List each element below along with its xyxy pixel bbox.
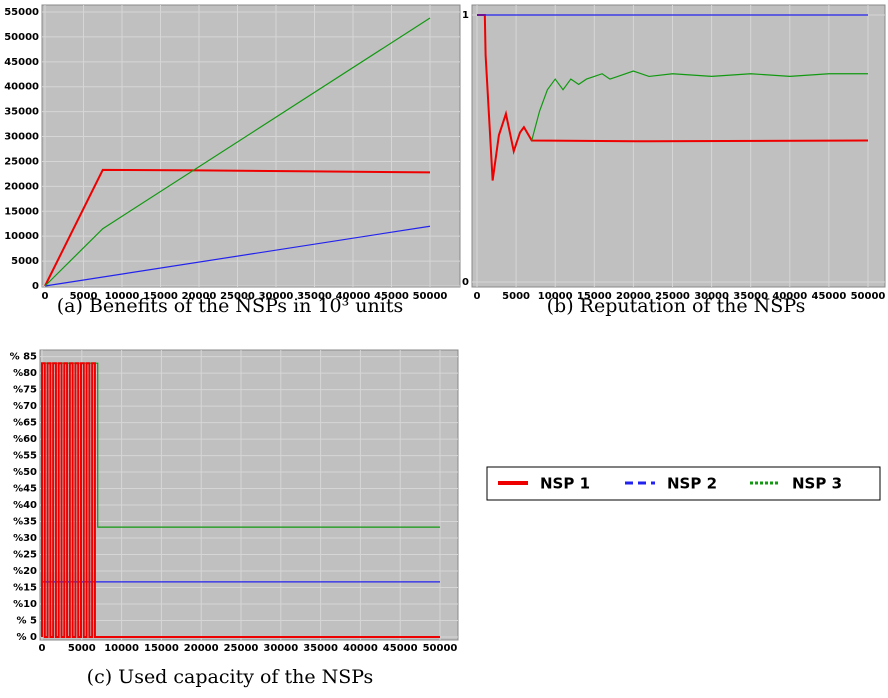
caption: (b) Reputation of the NSPs [547,295,806,317]
y-tick-label: %75 [13,385,37,396]
y-tick-label: %50 [13,467,37,478]
x-tick-label: 25000 [220,291,255,302]
x-tick-label: 5000 [502,291,530,302]
series-line [477,14,869,181]
y-tick-label: %65 [13,418,37,429]
x-tick-label: 50000 [423,643,458,654]
x-tick-label: 40000 [336,291,371,302]
series-line [531,70,868,141]
y-tick-label: %20 [13,566,37,577]
y-tick-label: % 5 [17,616,38,627]
caption: (a) Benefits of the NSPs in 10³ units [57,295,403,317]
y-tick-label: % 0 [17,632,38,643]
y-tick-label: 1 [462,10,469,21]
x-tick-label: 25000 [224,643,259,654]
legend-label: NSP 1 [540,475,590,493]
x-tick-label: 20000 [182,291,217,302]
x-tick-label: 20000 [616,291,651,302]
x-tick-label: 10000 [538,291,573,302]
x-tick-label: 35000 [733,291,768,302]
x-tick-label: 15000 [143,291,178,302]
x-tick-label: 45000 [383,643,418,654]
x-tick-label: 40000 [343,643,378,654]
y-tick-label: 20000 [4,181,39,192]
x-tick-label: 50000 [413,291,448,302]
y-tick-label: %60 [13,434,37,445]
y-tick-label: %30 [13,533,37,544]
y-tick-label: 30000 [4,132,39,143]
plot-area [39,349,459,641]
x-tick-label: 15000 [577,291,612,302]
y-tick-label: % 85 [10,352,37,363]
x-tick-label: 30000 [259,291,294,302]
x-tick-label: 10000 [104,643,139,654]
x-tick-label: 35000 [303,643,338,654]
x-tick-label: 5000 [70,291,98,302]
x-tick-label: 50000 [851,291,886,302]
x-tick-label: 45000 [812,291,847,302]
y-tick-label: 15000 [4,206,39,217]
x-tick-label: 10000 [105,291,140,302]
y-tick-label: %80 [13,368,37,379]
y-tick-label: %25 [13,550,37,561]
y-tick-label: %45 [13,484,37,495]
x-tick-label: 15000 [144,643,179,654]
legend-box [486,466,881,501]
y-tick-label: 50000 [4,32,39,43]
series-line [41,362,440,638]
x-tick-label: 35000 [297,291,332,302]
y-tick-label: %70 [13,401,37,412]
series-line [44,17,431,287]
x-tick-label: 0 [39,643,46,654]
x-tick-label: 25000 [655,291,690,302]
y-tick-label: 0 [32,281,39,292]
y-tick-label: 5000 [11,256,39,267]
plot-area [41,4,461,288]
y-tick-label: 25000 [4,156,39,167]
x-tick-label: 30000 [263,643,298,654]
y-tick-label: %55 [13,451,37,462]
plot-area [471,4,886,288]
x-tick-label: 5000 [68,643,96,654]
y-tick-label: 35000 [4,107,39,118]
y-tick-label: 10000 [4,231,39,242]
y-tick-label: %15 [13,583,37,594]
y-tick-label: 55000 [4,7,39,18]
x-tick-label: 30000 [694,291,729,302]
y-tick-label: 0 [462,277,469,288]
caption: (c) Used capacity of the NSPs [87,666,374,688]
x-tick-label: 20000 [184,643,219,654]
y-tick-label: 40000 [4,82,39,93]
x-tick-label: 45000 [374,291,409,302]
y-tick-label: %35 [13,517,37,528]
legend-label: NSP 3 [792,475,842,493]
y-tick-label: %40 [13,500,37,511]
y-tick-label: %10 [13,599,37,610]
series-line [44,168,431,287]
y-tick-label: 45000 [4,57,39,68]
x-tick-label: 0 [474,291,481,302]
legend-label: NSP 2 [667,475,717,493]
series-line [44,225,431,287]
x-tick-label: 0 [42,291,49,302]
x-tick-label: 40000 [772,291,807,302]
